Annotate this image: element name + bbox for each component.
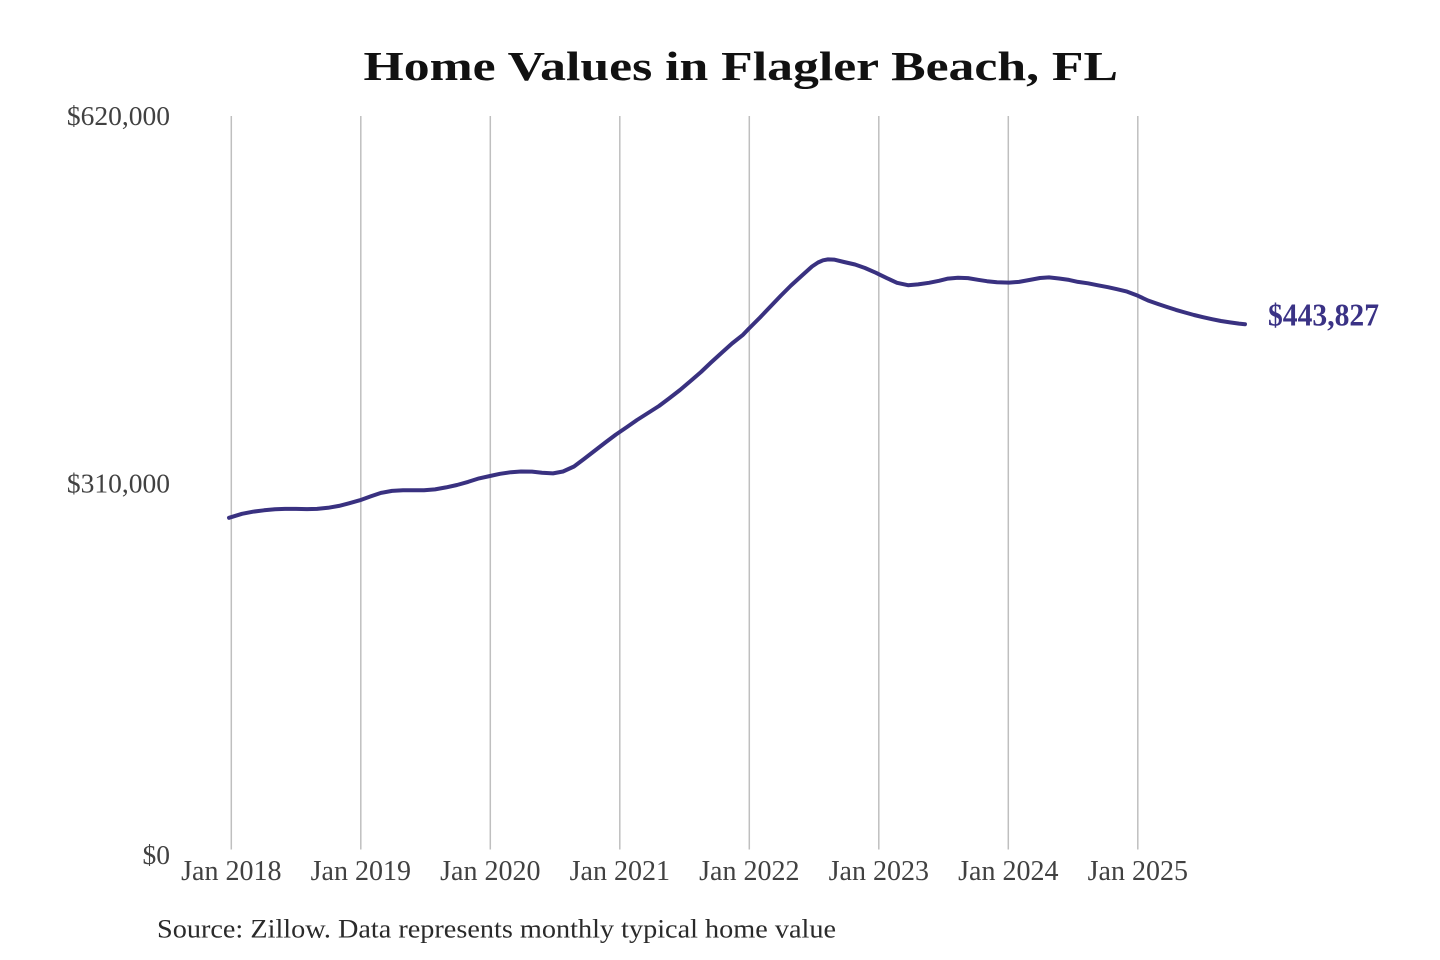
svg-text:Jan 2023: Jan 2023: [829, 856, 929, 887]
svg-text:Home Values in Flagler Beach,: Home Values in Flagler Beach, FL: [364, 43, 1119, 89]
svg-text:Jan 2020: Jan 2020: [440, 856, 540, 887]
svg-text:Jan 2025: Jan 2025: [1088, 856, 1188, 887]
svg-text:Jan 2024: Jan 2024: [958, 856, 1058, 887]
svg-text:Jan 2019: Jan 2019: [311, 856, 411, 887]
svg-text:Jan 2018: Jan 2018: [181, 856, 281, 887]
svg-text:Jan 2021: Jan 2021: [570, 856, 670, 887]
svg-text:$310,000: $310,000: [67, 468, 170, 499]
svg-text:Jan 2022: Jan 2022: [699, 856, 799, 887]
svg-text:$620,000: $620,000: [67, 100, 170, 131]
svg-text:$443,827: $443,827: [1268, 297, 1379, 333]
svg-text:Source: Zillow. Data represent: Source: Zillow. Data represents monthly …: [157, 915, 836, 944]
svg-text:$0: $0: [143, 839, 171, 870]
